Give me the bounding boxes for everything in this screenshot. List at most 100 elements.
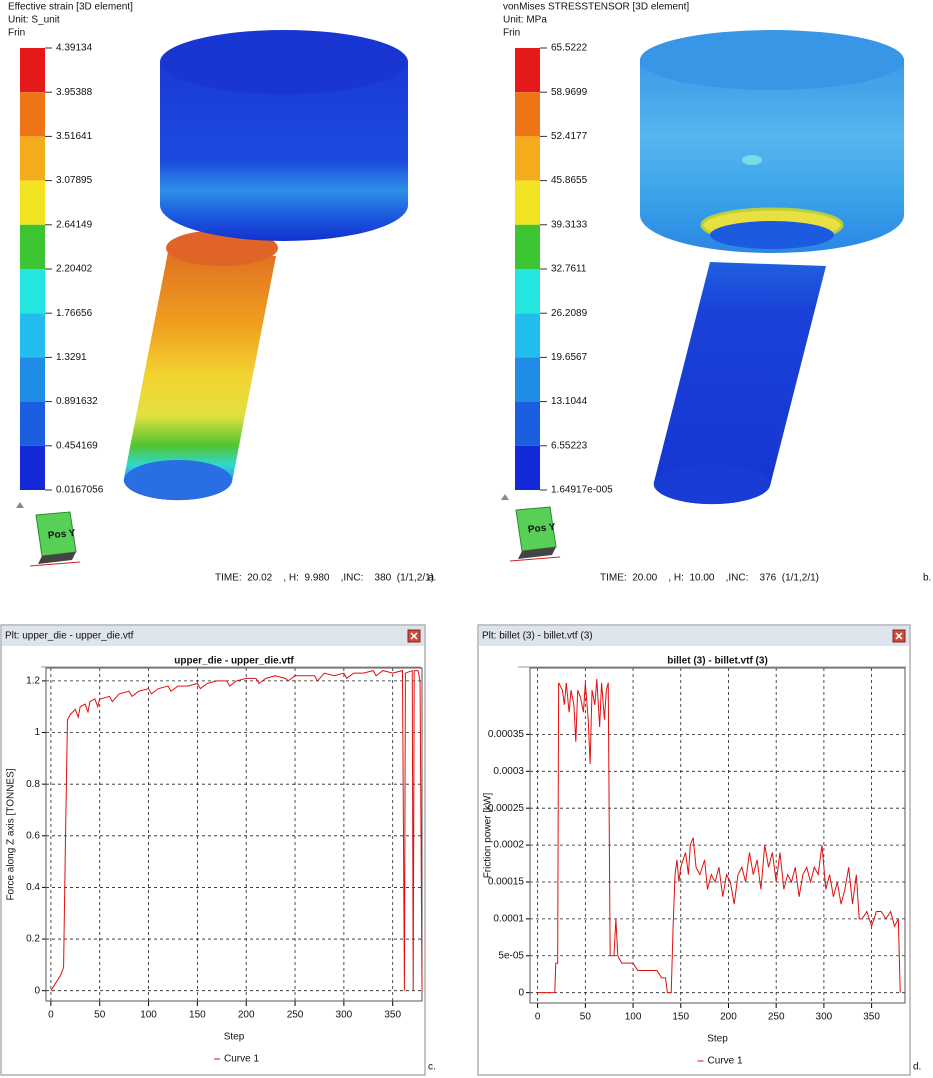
color-band bbox=[20, 446, 45, 490]
y-tick-label: 0 bbox=[518, 987, 524, 998]
y-tick-label: 0 bbox=[34, 985, 40, 996]
close-button[interactable] bbox=[408, 630, 420, 642]
status-text: TIME: 20.02 , H: 9.980 ,INC: 380 (1/1,2/… bbox=[215, 573, 434, 584]
color-band bbox=[515, 181, 540, 225]
y-axis-label: Friction power [kW] bbox=[483, 792, 494, 878]
colorbar-label: 1.76656 bbox=[56, 308, 93, 319]
plot-window bbox=[1, 625, 425, 1075]
colorbar-label: 6.55223 bbox=[551, 440, 588, 451]
x-tick-label: 0 bbox=[48, 1010, 54, 1021]
window-title: Plt: upper_die - upper_die.vtf bbox=[5, 631, 134, 642]
y-tick-label: 1 bbox=[34, 727, 40, 738]
figure: Effective strain [3D element] Unit: S_uni… bbox=[0, 0, 933, 1078]
color-band bbox=[515, 48, 540, 92]
y-tick-label: 0.00035 bbox=[488, 729, 525, 740]
colorbar-label: 0.891632 bbox=[56, 396, 98, 407]
y-tick-label: 1.2 bbox=[26, 676, 40, 687]
x-tick-label: 200 bbox=[238, 1010, 255, 1021]
y-tick-label: 0.4 bbox=[26, 882, 40, 893]
colorbar-label: 45.8655 bbox=[551, 175, 588, 186]
x-axis-label: Step bbox=[707, 1034, 728, 1045]
color-band bbox=[515, 446, 540, 490]
result-subtitle: Frin bbox=[503, 28, 520, 39]
color-band bbox=[515, 269, 540, 313]
colorbar-label: 3.95388 bbox=[56, 87, 93, 98]
color-band bbox=[515, 225, 540, 269]
chart-title: upper_die - upper_die.vtf bbox=[174, 656, 294, 667]
color-band bbox=[20, 402, 45, 446]
render-a bbox=[124, 30, 408, 500]
color-band bbox=[20, 181, 45, 225]
colorbar-label: 39.3133 bbox=[551, 219, 588, 230]
colorbar-label: 19.6567 bbox=[551, 352, 588, 363]
color-band bbox=[20, 92, 45, 136]
y-tick-label: 0.6 bbox=[26, 830, 40, 841]
y-tick-label: 0.0003 bbox=[493, 766, 524, 777]
panel-label: a. bbox=[428, 573, 436, 584]
colorbar-label: 4.39134 bbox=[56, 43, 93, 54]
x-tick-label: 100 bbox=[625, 1012, 642, 1023]
result-title: vonMises STRESSTENSOR [3D element] bbox=[503, 2, 689, 13]
legend-label: Curve 1 bbox=[224, 1054, 259, 1065]
x-tick-label: 100 bbox=[140, 1010, 157, 1021]
color-band bbox=[515, 402, 540, 446]
x-tick-label: 350 bbox=[384, 1010, 401, 1021]
colorbar-label: 52.4177 bbox=[551, 131, 588, 142]
color-band bbox=[20, 269, 45, 313]
colorbar-label: 0.454169 bbox=[56, 440, 98, 451]
x-axis-label: Step bbox=[224, 1032, 245, 1043]
x-tick-label: 350 bbox=[863, 1012, 880, 1023]
color-band bbox=[515, 136, 540, 180]
color-band bbox=[20, 48, 45, 92]
x-tick-label: 300 bbox=[816, 1012, 833, 1023]
color-band bbox=[20, 313, 45, 357]
x-tick-label: 300 bbox=[336, 1010, 353, 1021]
colorbar-label: 32.7611 bbox=[551, 264, 587, 275]
color-band bbox=[515, 92, 540, 136]
colorbar-label: 2.20402 bbox=[56, 264, 93, 275]
colorbar-label: 1.3291 bbox=[56, 352, 87, 363]
render-b bbox=[640, 30, 904, 504]
result-unit: Unit: S_unit bbox=[8, 15, 60, 26]
y-tick-label: 0.0002 bbox=[493, 840, 524, 851]
x-tick-label: 0 bbox=[535, 1012, 541, 1023]
colorbar-label: 1.64917e-005 bbox=[551, 485, 613, 496]
x-tick-label: 250 bbox=[768, 1012, 785, 1023]
panel-label: b. bbox=[923, 573, 931, 584]
colorbar-label: 2.64149 bbox=[56, 219, 93, 230]
result-subtitle: Frin bbox=[8, 28, 25, 39]
color-band bbox=[20, 225, 45, 269]
colorbar-label: 0.0167056 bbox=[56, 485, 104, 496]
y-axis-label: Force along Z axis [TONNES] bbox=[6, 768, 17, 900]
chart-title: billet (3) - billet.vtf (3) bbox=[667, 656, 768, 667]
colorbar-label: 13.1044 bbox=[551, 396, 588, 407]
color-band bbox=[515, 357, 540, 401]
y-tick-label: 0.2 bbox=[26, 934, 40, 945]
color-band bbox=[20, 357, 45, 401]
y-tick-label: 5e-05 bbox=[498, 950, 524, 961]
close-button[interactable] bbox=[893, 630, 905, 642]
colorbar-label: 58.9699 bbox=[551, 87, 588, 98]
color-band bbox=[20, 136, 45, 180]
x-tick-label: 250 bbox=[287, 1010, 304, 1021]
x-tick-label: 50 bbox=[580, 1012, 592, 1023]
x-tick-label: 200 bbox=[720, 1012, 737, 1023]
panel-label: d. bbox=[913, 1062, 921, 1073]
result-unit: Unit: MPa bbox=[503, 15, 547, 26]
colorbar-label: 65.5222 bbox=[551, 43, 588, 54]
x-tick-label: 50 bbox=[94, 1010, 106, 1021]
colorbar-label: 3.51641 bbox=[56, 131, 93, 142]
x-tick-label: 150 bbox=[189, 1010, 206, 1021]
result-title: Effective strain [3D element] bbox=[8, 2, 133, 13]
status-text: TIME: 20.00 , H: 10.00 ,INC: 376 (1/1,2/… bbox=[600, 573, 819, 584]
page: Effective strain [3D element] Unit: S_uni… bbox=[0, 0, 933, 1078]
y-tick-label: 0.0001 bbox=[493, 914, 524, 925]
colorbar-label: 3.07895 bbox=[56, 175, 93, 186]
x-tick-label: 150 bbox=[672, 1012, 689, 1023]
window-title: Plt: billet (3) - billet.vtf (3) bbox=[482, 631, 593, 642]
y-tick-label: 0.8 bbox=[26, 779, 40, 790]
panel-label: c. bbox=[428, 1062, 436, 1073]
colorbar-label: 26.2089 bbox=[551, 308, 588, 319]
legend-label: Curve 1 bbox=[708, 1056, 743, 1067]
color-band bbox=[515, 313, 540, 357]
